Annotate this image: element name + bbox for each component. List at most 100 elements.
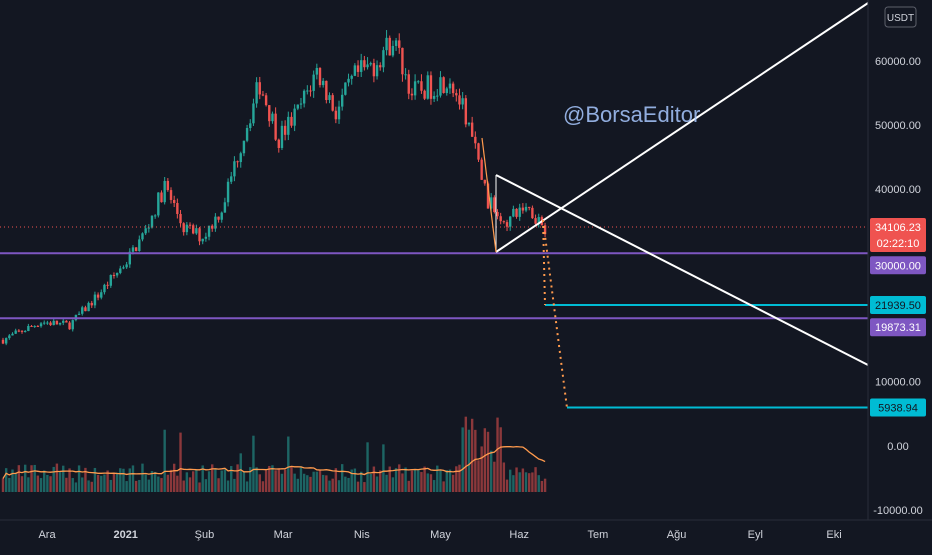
volume-bar [185,472,189,492]
time-tick-label: Tem [588,529,609,541]
volume-bar [531,472,534,492]
candle-body [157,192,160,216]
target-21939-label: 21939.50 [875,300,921,312]
candle-body [293,108,296,126]
candle-body [426,75,429,99]
volume-bar [347,477,350,492]
volume-bar [20,476,24,492]
candle-body [505,222,509,227]
volume-bar [255,467,258,492]
candle-body [141,233,144,240]
volume-bar [125,481,128,492]
projection-path-1 [542,219,546,306]
volume-bar [401,473,404,492]
candle-body [207,225,211,237]
volume-bar [52,466,55,492]
volume-bar [499,427,502,492]
support-19873-label: 19873.31 [875,322,921,334]
candle-body [432,95,436,99]
volume-bar [223,469,227,492]
volume-bar [528,473,531,492]
candle-body [230,176,233,182]
candle-body [46,322,49,324]
unit-badge[interactable]: USDT [884,6,917,28]
candle-body [252,103,255,124]
time-axis[interactable]: Ara 2021 Şub Mar Nis May Haz Tem Ağu Eyl Eki [0,519,932,541]
candle-body [534,218,537,224]
candle-body [290,116,293,126]
volume-bar [379,470,382,492]
candle-body [296,104,300,109]
volume-bar [258,474,261,492]
volume-bar [226,480,230,492]
volume-bar [33,464,36,492]
candle-body [391,45,395,56]
volume-bar [398,464,401,492]
price-labels: 34106.23 02:22:10 30000.00 19873.31 21939.50… [870,217,926,417]
volume-bar [230,466,233,492]
volume-bar [518,472,521,492]
volume-bar [36,475,40,492]
candle-body [179,213,182,224]
candle-body [369,63,372,65]
volume-bar [287,436,290,492]
candle-body [160,192,163,203]
price-axis[interactable]: USDT 60000.00 50000.00 40000.00 10000.00 0.0… [867,0,926,520]
candle-body [451,83,455,94]
candle-body [483,179,487,184]
drawing-layer[interactable] [0,2,869,409]
candle-body [528,206,531,208]
volume-bar [290,466,293,492]
candle-countdown-label: 02:22:10 [877,238,920,250]
last-price-badge [870,217,926,252]
candle-body [195,228,198,234]
candle-body [115,272,119,276]
upper-trendline[interactable] [495,174,869,366]
candle-body [128,251,131,265]
lower-trendline[interactable] [495,2,869,253]
volume-bar [283,469,287,492]
candle-body [401,47,404,75]
candle-body [131,247,135,252]
candle-body [407,74,410,94]
price-ticks: 60000.00 50000.00 40000.00 10000.00 0.00 -100… [873,56,923,517]
volume-bar [119,468,122,492]
candle-body [30,325,33,327]
volume-bar [27,477,30,492]
volume-bar [198,482,201,492]
volume-bar [169,469,173,492]
candle-body [39,323,43,327]
candle-body [204,236,208,239]
volume-bar [388,466,391,492]
volume-bar [17,465,21,492]
volume-bar [166,474,170,492]
volume-bar [1,478,5,492]
volume-bar [11,469,14,492]
volume-bar [483,428,487,492]
candle-body [379,65,382,68]
volume-bar [328,480,331,492]
time-tick-label: Eyl [748,529,763,541]
candle-body [81,307,84,314]
candle-body [11,333,14,336]
candle-body [150,215,154,228]
candle-body [153,215,157,217]
volume-bar [138,479,141,492]
volume-bar [356,481,360,492]
price-tick-label: 10000.00 [875,377,921,389]
candle-body [236,161,239,163]
volume-bar [486,431,490,492]
candle-body [388,37,391,56]
volume-bar [147,479,151,492]
candle-body [68,322,71,330]
volume-bar [524,472,528,492]
candle-body [52,320,55,326]
candle-body [382,50,385,68]
candle-body [328,95,331,101]
volume-bar [432,480,436,492]
price-tick-label: 60000.00 [875,56,921,68]
volume-bar [172,463,176,492]
volume-bar [274,470,277,492]
